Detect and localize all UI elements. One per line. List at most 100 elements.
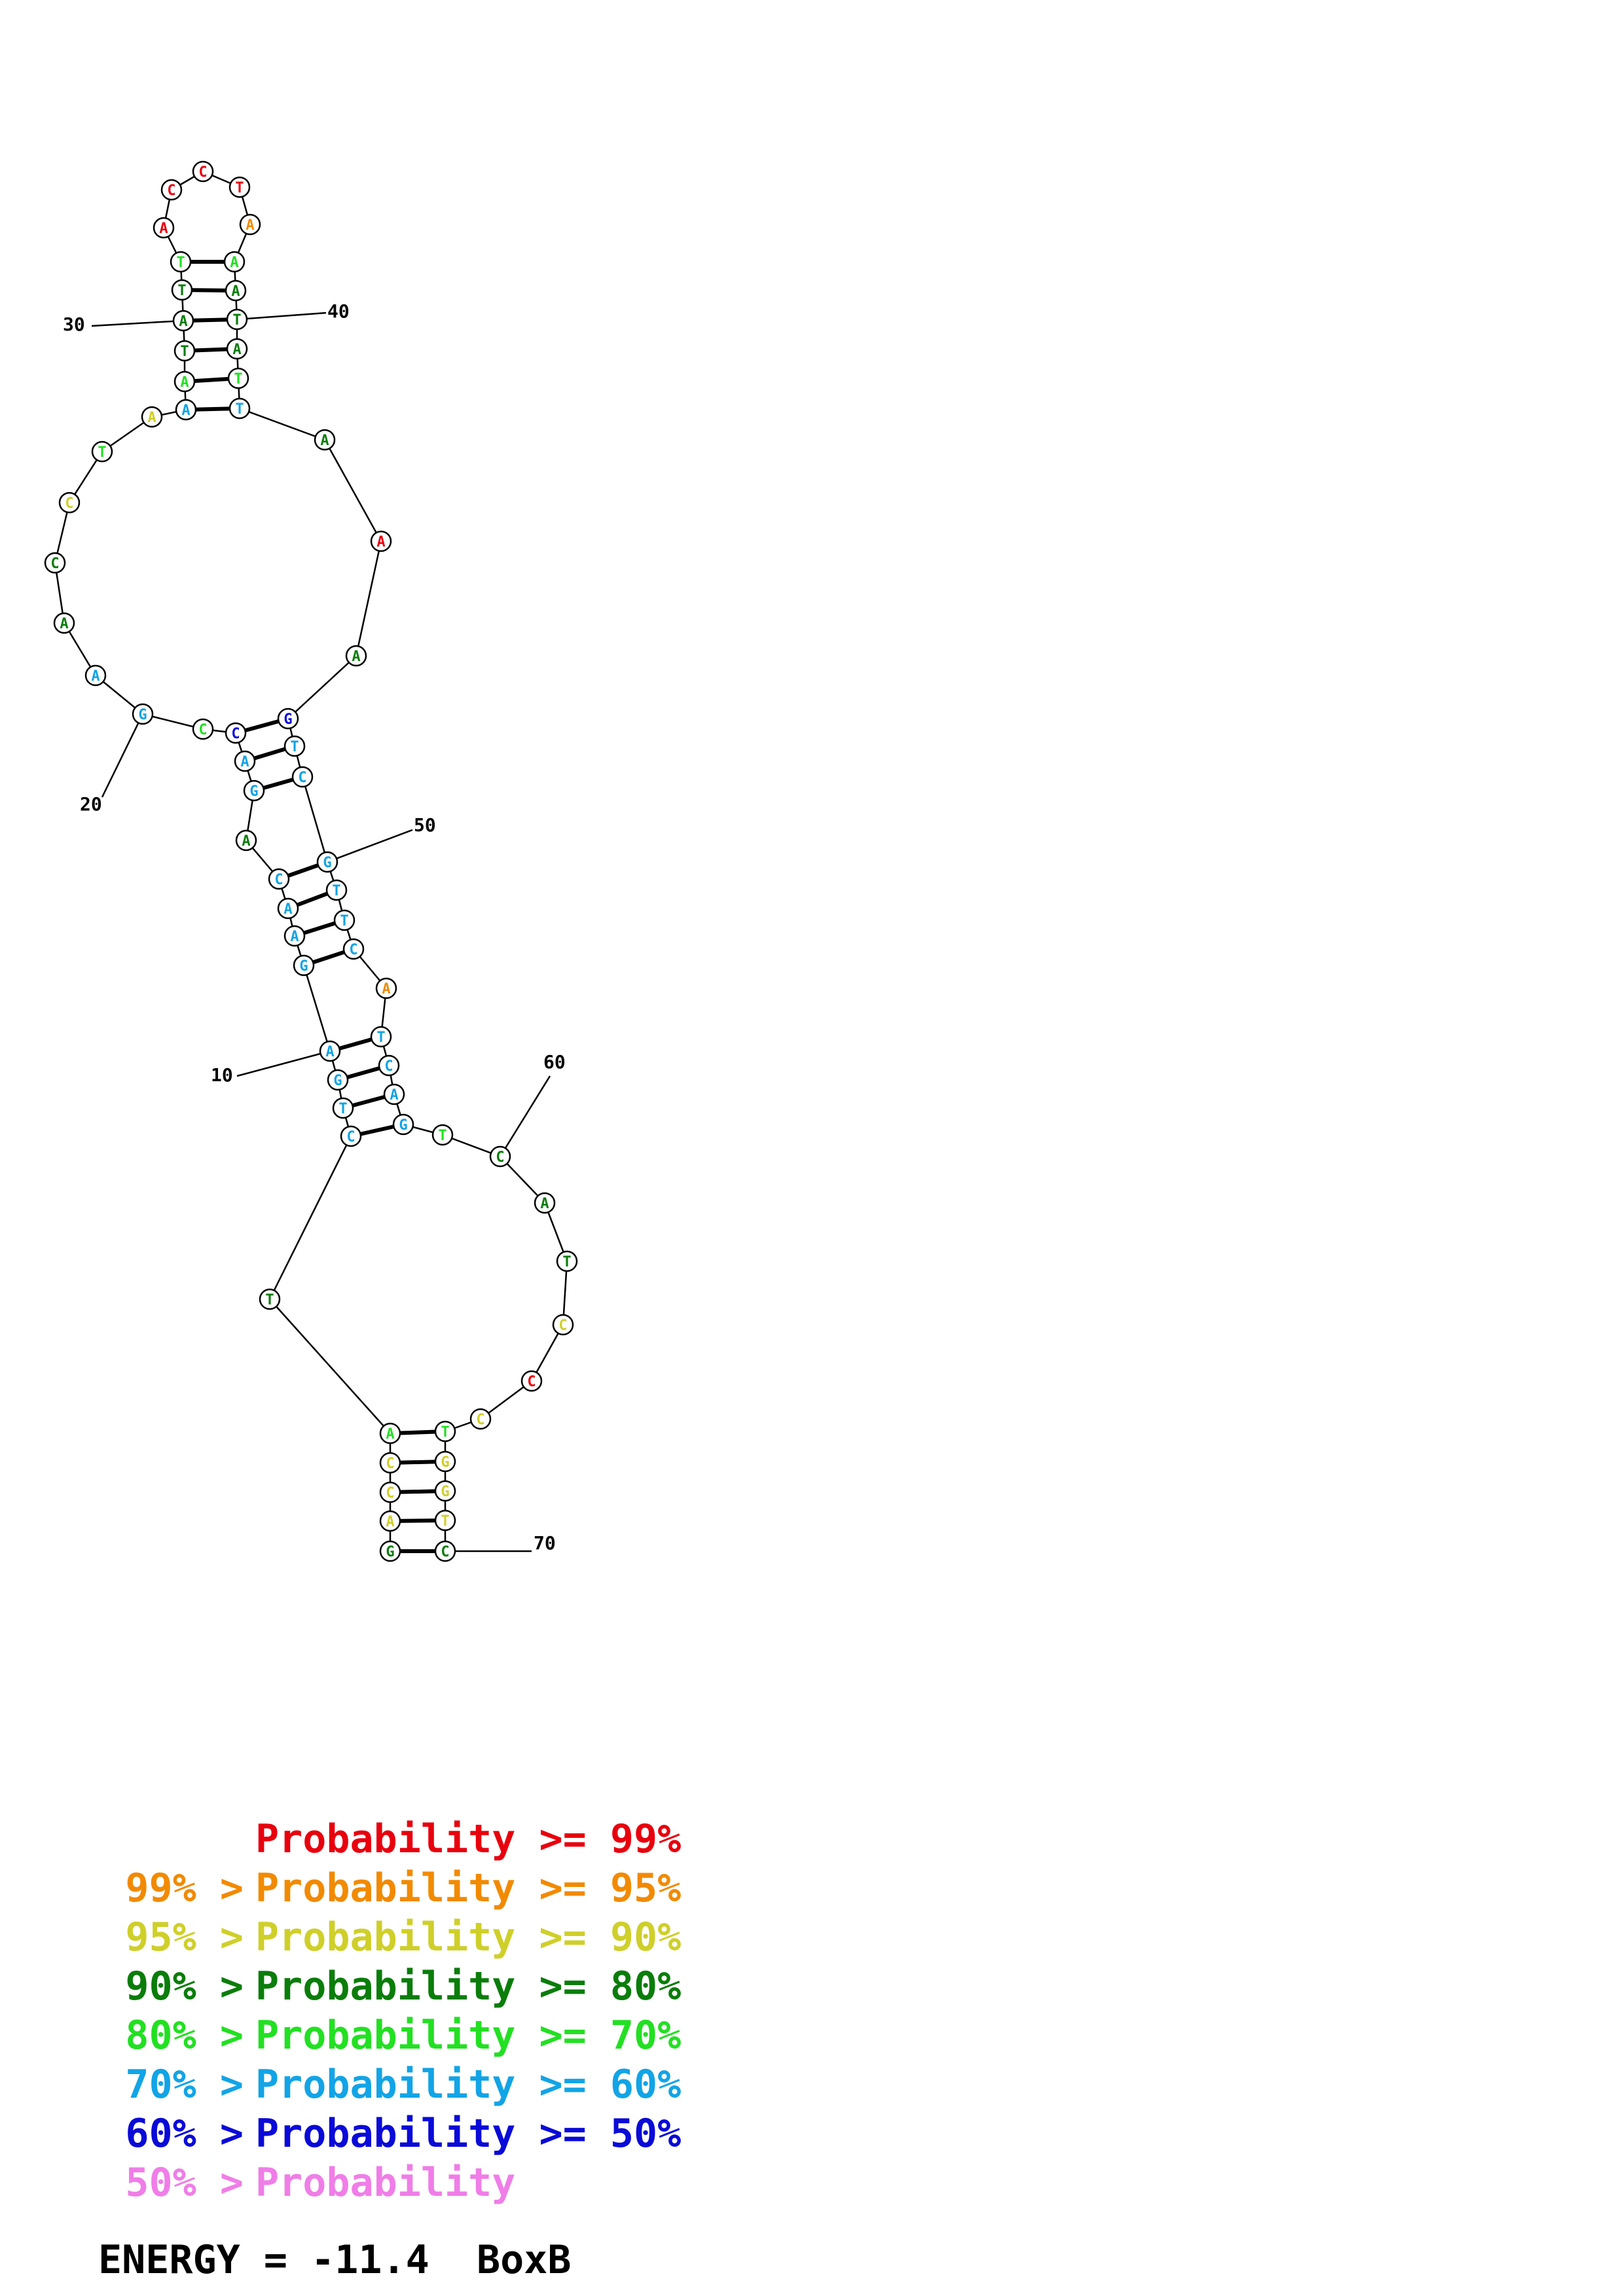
nucleotide-7: C [340,1125,362,1147]
nucleotide-circle [173,340,196,362]
nucleotide-65: C [469,1408,492,1430]
nucleotide-59: T [431,1124,454,1146]
position-tick-50 [327,829,413,863]
legend-threshold: 50% > [125,2160,244,2206]
nucleotide-circle [378,1054,400,1077]
nucleotide-letter: C [198,164,207,181]
nucleotide-circle [243,780,265,802]
nucleotide-circle [84,664,107,687]
nucleotide-circle [283,925,306,947]
nucleotide-circle [223,251,246,273]
nucleotide-49: C [291,766,314,788]
backbone-segment [287,655,357,719]
legend-label: Probability >= 95% [255,1865,682,1911]
nucleotide-circle [314,429,336,451]
nucleotide-36: T [228,176,251,198]
nucleotide-15: A [235,829,257,852]
nucleotide-27: A [175,399,197,421]
nucleotide-circle [379,1422,401,1444]
nucleotide-letter: A [376,534,385,550]
backbone-segment [323,439,382,542]
nucleotide-57: A [383,1083,405,1105]
legend-label: Probability [255,2160,516,2206]
backbone-segment [302,965,331,1052]
nucleotide-letter: T [176,255,185,271]
nucleotide-letter: A [540,1196,549,1212]
nucleotide-10: A [319,1040,341,1062]
nucleotide-32: T [170,251,192,273]
legend-threshold: 80% > [125,2013,244,2058]
nucleotide-letter: G [386,1544,394,1560]
position-tick-40 [236,312,327,321]
nucleotide-letter: T [180,344,189,360]
nucleotide-63: C [552,1314,574,1336]
nucleotide-letter: T [376,1030,385,1046]
nucleotide-circle [91,440,113,463]
nucleotide-letter: G [299,958,308,975]
nucleotide-42: T [227,367,249,389]
nucleotide-14: C [268,868,290,890]
nucleotide-55: T [370,1026,392,1048]
backbone-lines [54,170,568,1551]
nucleotide-33: A [153,217,175,239]
nucleotide-circle [316,851,338,873]
nucleotide-circle [370,530,392,552]
nucleotide-circle [383,1083,405,1105]
nucleotide-circle [192,718,214,740]
nucleotide-circle [172,310,194,332]
nucleotide-circle [239,213,261,236]
nucleotide-8: T [332,1097,354,1119]
nucleotide-letter: A [246,217,254,234]
nucleotide-69: T [434,1509,456,1532]
energy-label: ENERGY = -11.4 BoxB [98,2237,572,2283]
nucleotide-letter: G [138,707,147,723]
nucleotide-letter: T [98,444,106,461]
nucleotide-29: T [173,340,196,362]
nucleotide-circle [379,1540,401,1562]
nucleotide-circle [325,879,348,901]
nucleotide-circle [259,1288,281,1310]
backbone-segment [500,1156,545,1204]
nucleotide-letter: C [386,1456,394,1472]
nucleotide-letter: T [332,883,340,899]
nucleotide-41: A [226,338,248,360]
nucleotide-letter: A [91,668,100,685]
nucleotide-circle [53,612,75,634]
nucleotide-letter: A [232,342,241,358]
position-tick-20 [101,713,144,798]
nucleotide-48: T [283,735,306,757]
nucleotide-circle [293,954,315,977]
nucleotide-letter: T [340,913,348,929]
nucleotide-13: A [277,897,299,920]
nucleotide-23: C [44,552,66,574]
nucleotide-circle [379,1452,401,1474]
backbone-segment [239,407,325,441]
legend-label: Probability >= 70% [255,2013,682,2058]
nucleotide-letter: G [323,855,331,871]
nucleotide-letter: C [496,1149,504,1166]
nucleotide-circle [434,1480,456,1502]
nucleotide-letter: T [177,283,186,299]
nucleotide-circle [141,406,163,428]
nucleotide-circle [370,1026,392,1048]
nucleotide-circle [153,217,175,239]
nucleotide-18: C [225,722,247,744]
nucleotide-44: A [314,429,336,451]
nucleotide-51: T [325,879,348,901]
nucleotide-circle [434,1540,456,1562]
legend-label: Probability >= 50% [255,2111,682,2157]
nucleotide-circle [58,492,81,514]
nucleotide-6: T [259,1288,281,1310]
nucleotide-letter: A [181,403,190,419]
nucleotide-circle [375,977,397,999]
position-label-40: 40 [327,300,350,322]
nucleotide-letter: C [441,1544,449,1560]
position-tick-60 [499,1075,551,1157]
nucleotide-19: C [192,718,214,740]
position-label-20: 20 [80,793,102,815]
nucleotide-letter: C [298,770,306,786]
nucleotide-circle [173,370,196,393]
nucleotide-52: T [333,909,356,931]
nucleotide-letter: A [230,255,238,271]
nucleotide-64: C [520,1370,543,1392]
